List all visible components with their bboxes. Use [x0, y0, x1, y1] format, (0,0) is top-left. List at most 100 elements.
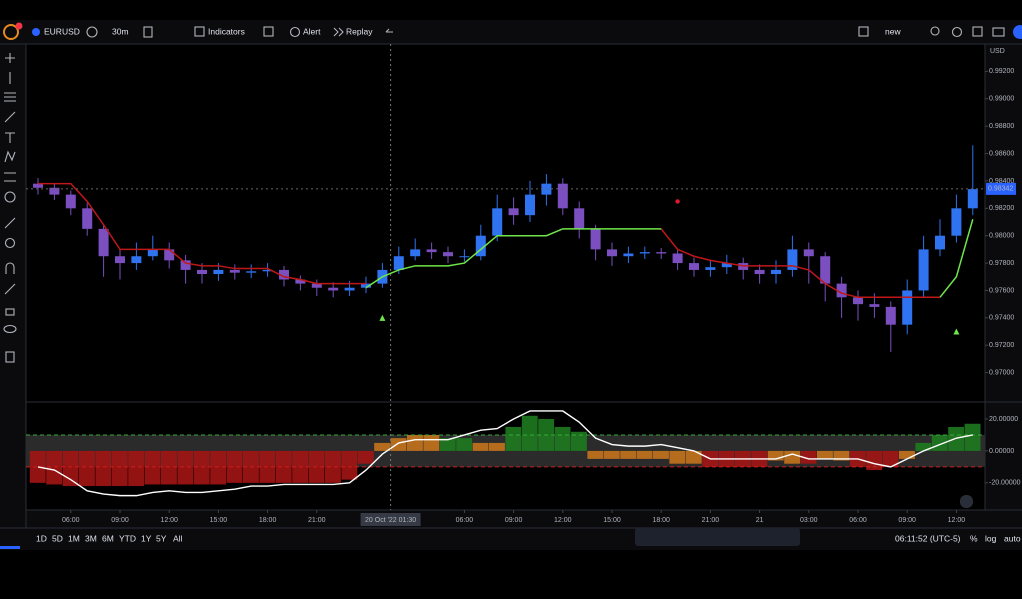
search-button[interactable]	[930, 26, 940, 36]
y-tick-label: 0.98200	[989, 205, 1014, 212]
histogram-bar	[964, 423, 981, 451]
magnet-tool[interactable]	[5, 262, 15, 274]
candle-body	[967, 189, 978, 209]
log-toggle[interactable]: log	[985, 533, 997, 543]
undo-button[interactable]	[385, 28, 393, 33]
histogram-bar	[817, 450, 833, 459]
x-tick-label: 18:00	[652, 517, 670, 524]
publish-button[interactable]	[1013, 25, 1022, 39]
histogram-bar	[144, 450, 161, 485]
delete-tool[interactable]	[5, 351, 15, 363]
y-tick-label: 0.97200	[989, 342, 1014, 349]
pattern-tool[interactable]	[4, 150, 16, 163]
range-button[interactable]: 1M	[68, 533, 80, 543]
candle-body	[656, 252, 667, 254]
snapshot-button[interactable]	[992, 27, 1005, 37]
symbol[interactable]: EURUSD	[44, 26, 80, 36]
forecast-tool[interactable]	[4, 172, 16, 182]
layout-name[interactable]: new	[885, 26, 901, 36]
histogram-bar	[177, 450, 194, 485]
range-button[interactable]: YTD	[119, 533, 136, 543]
candle-body	[344, 287, 355, 291]
candle-body	[885, 306, 896, 325]
templates-button[interactable]	[263, 26, 274, 37]
candle-body	[525, 194, 535, 216]
range-button[interactable]: 6M	[102, 533, 114, 543]
histogram-bar	[603, 450, 620, 459]
histogram-bar	[587, 450, 604, 459]
candle-body	[639, 252, 650, 254]
scroll-to-latest[interactable]	[960, 495, 973, 508]
alert-button[interactable]: Alert	[303, 26, 321, 36]
range-button[interactable]: 1Y	[141, 533, 152, 543]
avatar[interactable]	[3, 24, 19, 40]
auto-toggle[interactable]: auto	[1004, 533, 1021, 543]
histogram-bar	[767, 450, 784, 461]
indicators-button[interactable]: Indicators	[208, 26, 245, 36]
y-tick-label: 0.99200	[989, 68, 1014, 75]
interval[interactable]: 30m	[112, 26, 129, 36]
oscillator-line	[37, 410, 973, 497]
histogram-bar	[275, 450, 292, 483]
candle-body	[918, 249, 929, 291]
candle-body	[115, 256, 125, 264]
zoom-tool[interactable]	[4, 237, 16, 249]
replay-button[interactable]: Replay	[346, 26, 373, 36]
x-tick-label: 09:00	[505, 517, 523, 524]
histogram-bar	[653, 450, 669, 459]
range-button[interactable]: All	[173, 533, 183, 543]
sell-signal	[675, 199, 680, 204]
trend-line	[365, 228, 662, 289]
candle-body	[328, 287, 339, 291]
text-tool[interactable]	[5, 132, 15, 143]
range-button[interactable]: 5D	[52, 533, 63, 543]
trend-line	[939, 219, 974, 298]
histogram-bar	[866, 450, 883, 471]
histogram-bar	[472, 442, 489, 451]
compare-button[interactable]	[86, 26, 98, 38]
buy-signal	[953, 328, 960, 335]
histogram-bar	[505, 426, 522, 451]
range-button[interactable]: 3M	[85, 533, 97, 543]
x-tick-label: 12:00	[554, 517, 572, 524]
candle-body	[147, 249, 158, 257]
range-button[interactable]: 1D	[36, 533, 47, 543]
brush-tool[interactable]	[4, 111, 16, 123]
lock-tool[interactable]	[5, 308, 15, 316]
y-tick-label: 20.00000	[989, 416, 1018, 423]
histogram-bar	[915, 442, 932, 451]
chart-style-button[interactable]	[143, 26, 153, 38]
x-tick-label: 06:00	[849, 517, 867, 524]
lock-drawing-tool[interactable]	[4, 283, 16, 295]
histogram-bar	[325, 450, 341, 483]
buy-signal	[379, 314, 386, 321]
fib-tool[interactable]	[4, 92, 16, 102]
icons-tool[interactable]	[4, 191, 16, 203]
layout-icon[interactable]	[858, 26, 869, 37]
candle-body	[475, 235, 486, 257]
histogram-bar	[784, 450, 801, 464]
crosshair-tool[interactable]	[5, 53, 15, 63]
candle-body	[705, 267, 716, 270]
percent-toggle[interactable]: %	[970, 533, 978, 543]
range-button[interactable]: 5Y	[156, 533, 167, 543]
sidebar-accent	[0, 546, 20, 549]
candle-body	[590, 228, 601, 250]
x-tick-label: 09:00	[111, 517, 129, 524]
fullscreen-button[interactable]	[972, 26, 983, 37]
candle-body	[49, 187, 60, 195]
candle-body	[311, 283, 322, 288]
candle-body	[902, 290, 913, 325]
ruler-tool[interactable]	[4, 217, 16, 229]
drawing-tools	[3, 53, 17, 363]
histogram-bar	[111, 450, 128, 487]
x-tick-label: 09:00	[898, 517, 916, 524]
replay-icon	[333, 27, 344, 37]
visibility-tool[interactable]	[3, 324, 17, 334]
candle-body	[557, 183, 568, 209]
histogram-bar	[357, 450, 374, 464]
trend-line	[660, 228, 940, 299]
candle-body	[131, 256, 142, 264]
settings-button[interactable]	[951, 26, 963, 38]
